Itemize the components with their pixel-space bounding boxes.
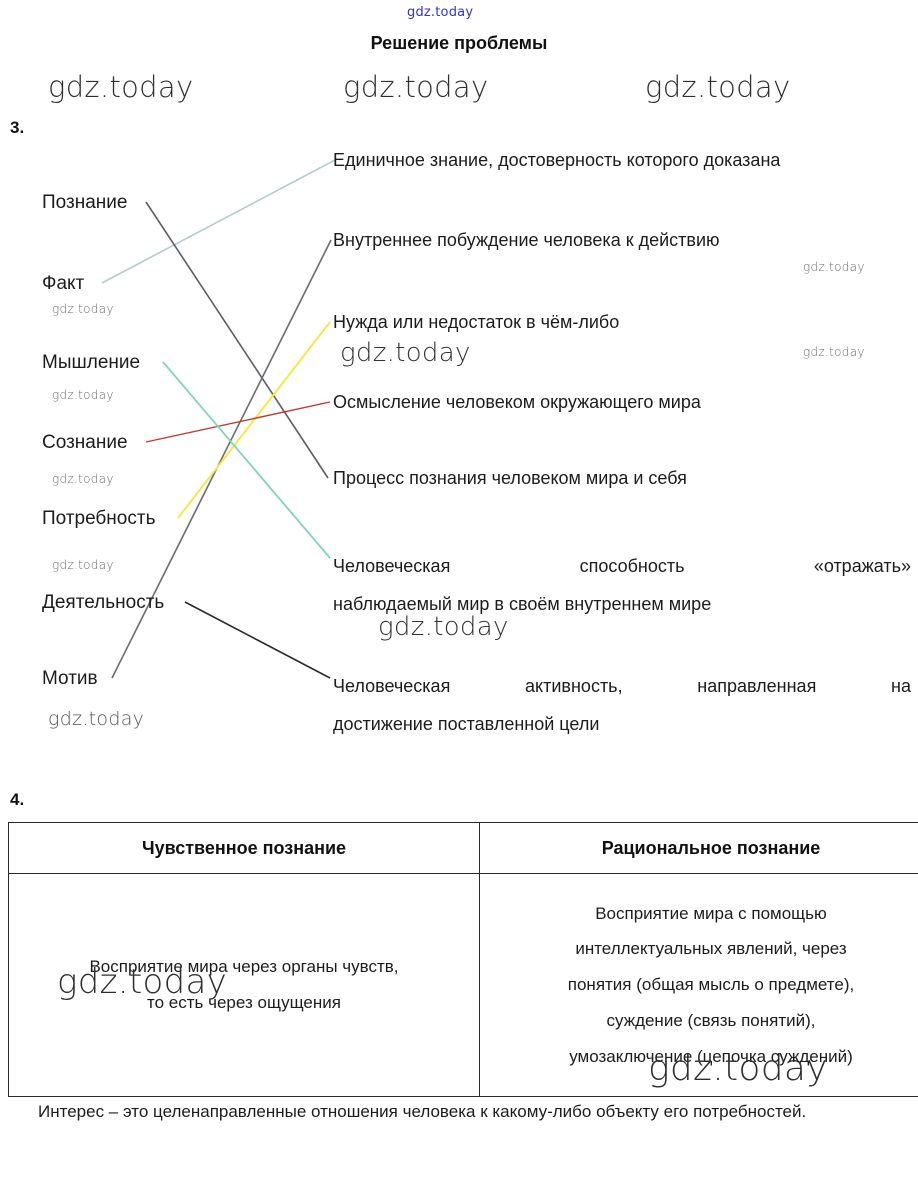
matching-exercise: Познание Факт Мышление Сознание Потребно… [0, 140, 918, 780]
term-potrebnost[interactable]: Потребность [42, 508, 156, 529]
connector-poznanie [145, 201, 329, 479]
watermark-left-4: gdz.today [52, 558, 114, 572]
definition-line: Человеческая способность «отражать» [333, 556, 911, 576]
table-header-sensory: Чувственное познание [8, 822, 480, 874]
connector-potrebnost [177, 321, 331, 519]
table-row: Восприятие мира через органы чувств, то е… [8, 873, 918, 1097]
connector-myshlenie [162, 361, 331, 559]
definition-line: наблюдаемый мир в своём внутреннем мире [333, 593, 712, 614]
term-deyatelnost[interactable]: Деятельность [42, 592, 165, 613]
cognition-table: Чувственное познание Рациональное познан… [8, 822, 918, 1097]
term-motiv[interactable]: Мотив [42, 668, 98, 689]
exercise-3-number: 3. [10, 118, 25, 137]
definition-edinichnoe-znanie[interactable]: Единичное знание, достоверность которого… [333, 150, 908, 171]
definition-process-poznaniya[interactable]: Процесс познания человеком мира и себя [333, 468, 908, 489]
watermark-left-3: gdz.today [52, 472, 114, 486]
watermark-right-2: gdz.today [803, 345, 865, 359]
watermark-left-1: gdz.today [52, 302, 114, 316]
definition-nuzhda[interactable]: Нужда или недостаток в чём-либо [333, 312, 908, 333]
table-header-rational: Рациональное познание [479, 822, 918, 874]
watermark-top-left: gdz.today [48, 70, 194, 104]
watermark-left-5: gdz.today [48, 708, 145, 730]
definition-vnutrennee-pobuzhdenie[interactable]: Внутреннее побуждение человека к действи… [333, 230, 908, 251]
definition-line: Нужда или недостаток в чём-либо [333, 312, 620, 332]
definition-line: Процесс познания человеком мира и себя [333, 468, 687, 488]
term-soznanie[interactable]: Сознание [42, 432, 128, 453]
connector-soznanie [145, 401, 331, 443]
table-cell-rational: Восприятие мира с помощью интеллектуальны… [479, 873, 918, 1097]
table-header-row: Чувственное познание Рациональное познан… [8, 822, 918, 874]
definition-chelovecheskaya-aktivnost[interactable]: Человеческая активность, направленная на… [333, 668, 911, 744]
watermark-mid-1: gdz.today [340, 338, 471, 368]
term-poznanie[interactable]: Познание [42, 192, 128, 213]
connector-fakt [101, 159, 336, 284]
term-fakt[interactable]: Факт [42, 273, 85, 294]
watermark-top-right: gdz.today [645, 70, 791, 104]
table-cell-text: Восприятие мира через органы чувств, то е… [89, 957, 399, 1012]
definition-line: Внутреннее побуждение человека к действи… [333, 230, 720, 250]
table-cell-text: Восприятие мира с помощью интеллектуальны… [567, 903, 855, 1066]
page-title: Решение проблемы [370, 33, 548, 53]
closing-paragraph: Интерес – это целенаправленные отношения… [38, 1102, 807, 1121]
term-myshlenie[interactable]: Мышление [42, 352, 141, 373]
watermark-right-1: gdz.today [803, 260, 865, 274]
table-cell-sensory: Восприятие мира через органы чувств, то е… [8, 873, 480, 1097]
definition-osmyslenie[interactable]: Осмысление человеком окружающего мира [333, 392, 908, 413]
definition-chelovecheskaya-sposobnost[interactable]: Человеческая способность «отражать» набл… [333, 548, 911, 624]
watermark-left-2: gdz.today [52, 388, 114, 402]
watermark-top-center: gdz.today [343, 70, 489, 104]
definition-line: Человеческая активность, направленная на [333, 676, 911, 696]
watermark-blue-top: gdz.today [407, 5, 474, 20]
connector-deyatelnost [184, 601, 331, 679]
definition-line: Единичное знание, достоверность которого… [333, 150, 781, 170]
definition-line: достижение поставленной цели [333, 713, 600, 734]
definition-line: Осмысление человеком окружающего мира [333, 392, 701, 412]
exercise-4-number: 4. [10, 790, 25, 809]
